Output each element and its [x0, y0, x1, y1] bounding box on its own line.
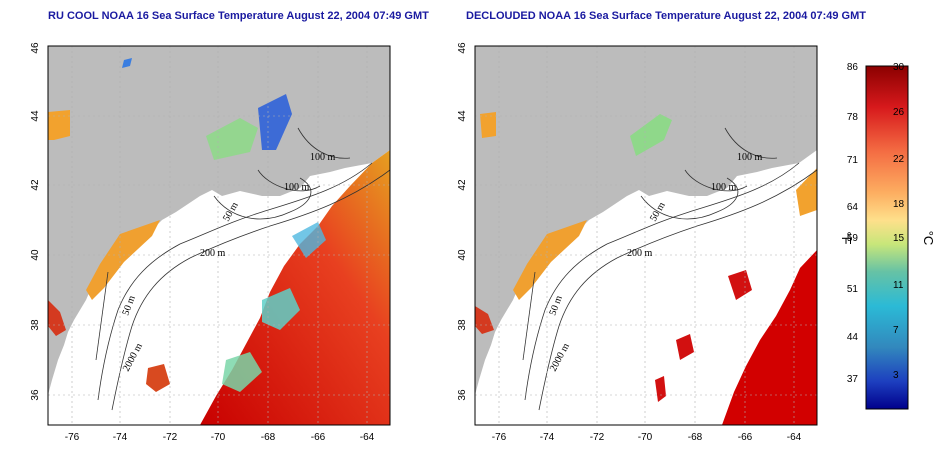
left-frame — [47, 45, 391, 426]
right-lon-tick: -66 — [738, 432, 753, 443]
right-west-red — [475, 306, 494, 334]
left-bathymetry-contours — [95, 127, 390, 411]
colorbar-f-tick: 51 — [847, 284, 859, 295]
left-cool-patch-2 — [222, 352, 262, 392]
colorbar-c-tick: 22 — [893, 154, 905, 165]
left-cool-patch-3 — [292, 222, 326, 258]
colorbar-f-tick: 71 — [847, 155, 859, 166]
left-gulf-maine — [258, 94, 292, 150]
left-gulf-maine-green — [206, 118, 258, 160]
right-shelf-warm — [513, 220, 587, 300]
colorbar-f-tick: 59 — [847, 233, 859, 244]
colorbar-c-unit: °C — [921, 231, 936, 246]
colorbar-c-tick: 18 — [893, 199, 905, 210]
right-lat-tick: 38 — [457, 319, 468, 331]
right-graticule — [475, 46, 817, 425]
right-land — [475, 46, 817, 395]
right-lat-tick: 40 — [457, 249, 468, 261]
left-shelf-warm — [86, 220, 160, 300]
left-lat-tick: 36 — [30, 389, 41, 401]
colorbar-f-tick: 64 — [847, 202, 859, 213]
left-lon-tick: -74 — [113, 432, 128, 443]
left-lon-tick: -72 — [163, 432, 178, 443]
right-bathymetry-contours — [522, 127, 817, 411]
colorbar-c-tick: 26 — [893, 107, 905, 118]
right-contour-label-200: 200 m — [627, 248, 653, 259]
left-lat-tick: 44 — [30, 110, 41, 122]
right-lon-tick: -68 — [688, 432, 703, 443]
colorbar-f-tick: 86 — [847, 62, 859, 73]
left-lat-tick: 46 — [30, 42, 41, 54]
left-contour-label-100b: 100 m — [284, 182, 310, 193]
colorbar-f-unit: °F — [839, 231, 854, 244]
colorbar-f-tick: 37 — [847, 374, 859, 385]
right-west-orange — [480, 112, 496, 138]
left-lat-tick: 38 — [30, 319, 41, 331]
colorbar: 86 78 71 64 59 51 44 37 30 26 22 18 15 1… — [839, 62, 936, 410]
left-contour-label-200: 200 m — [200, 248, 226, 259]
left-lat-tick: 42 — [30, 179, 41, 191]
colorbar-c-tick: 15 — [893, 233, 905, 244]
right-red-speckle-3 — [655, 376, 666, 402]
right-contour-label-100b: 100 m — [711, 182, 737, 193]
left-lat-tick: 40 — [30, 249, 41, 261]
right-contour-label-100a: 100 m — [737, 152, 763, 163]
right-gulf-maine-green — [630, 114, 672, 156]
right-orange-east — [796, 168, 817, 216]
right-lon-tick: -76 — [492, 432, 507, 443]
right-lat-tick: 44 — [457, 110, 468, 122]
colorbar-c-tick: 11 — [893, 280, 904, 291]
left-lon-tick: -76 — [65, 432, 80, 443]
left-cool-patch-1 — [262, 288, 300, 330]
left-contour-label-100a: 100 m — [310, 152, 336, 163]
colorbar-gradient — [865, 65, 909, 410]
right-lon-tick: -74 — [540, 432, 555, 443]
left-panel-title: RU COOL NOAA 16 Sea Surface Temperature … — [48, 10, 429, 22]
left-lon-tick: -70 — [211, 432, 226, 443]
right-lon-tick: -70 — [638, 432, 653, 443]
right-lon-tick: -72 — [590, 432, 605, 443]
right-map-panel: 100 m 100 m 50 m 200 m 50 m 2000 m -76 -… — [457, 42, 818, 443]
right-lon-tick: -64 — [787, 432, 802, 443]
colorbar-c-tick: 3 — [893, 370, 899, 381]
right-red-speckle-2 — [676, 334, 694, 360]
left-small-patch — [146, 364, 170, 392]
colorbar-f-tick: 78 — [847, 112, 859, 123]
right-frame — [474, 45, 818, 426]
right-lat-tick: 42 — [457, 179, 468, 191]
colorbar-c-tick: 7 — [893, 325, 899, 336]
right-red-speckle-1 — [728, 270, 752, 300]
colorbar-f-tick: 44 — [847, 332, 859, 343]
left-land — [48, 46, 390, 395]
right-lat-tick: 36 — [457, 389, 468, 401]
left-northwest-blue — [122, 58, 132, 68]
left-lon-tick: -64 — [360, 432, 375, 443]
right-warm-water — [722, 250, 817, 425]
colorbar-c-tick: 30 — [893, 62, 905, 73]
left-map-panel: 100 m 100 m 50 m 200 m 50 m 2000 m -76 -… — [30, 42, 391, 443]
right-lat-tick: 46 — [457, 42, 468, 54]
left-graticule — [48, 46, 390, 425]
right-panel-title: DECLOUDED NOAA 16 Sea Surface Temperatur… — [466, 10, 866, 22]
left-lon-tick: -68 — [261, 432, 276, 443]
left-west-orange — [48, 110, 70, 140]
left-lon-tick: -66 — [311, 432, 326, 443]
left-west-red — [48, 300, 66, 336]
